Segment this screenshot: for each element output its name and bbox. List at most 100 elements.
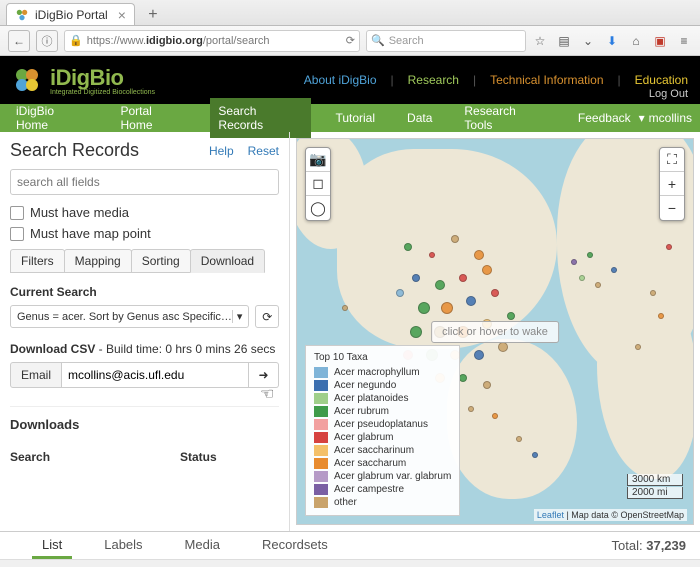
main-content: Search Records Help Reset Must have medi… [0,132,700,531]
legend-swatch [314,484,328,495]
filter-tab[interactable]: Sorting [131,249,191,273]
search-all-input[interactable] [10,169,279,195]
rect-tool-icon[interactable]: ◻ [306,172,330,196]
result-tabs: List Labels Media Recordsets [32,533,338,559]
menu-icon[interactable]: ≡ [676,33,692,49]
media-checkbox[interactable] [10,206,24,220]
zoom-in-button[interactable]: + [660,172,684,196]
url-host: idigbio.org [146,35,203,47]
attrib-rest: | Map data © OpenStreetMap [564,510,684,520]
address-bar[interactable]: 🔒 https://www.idigbio.org/portal/search … [64,30,360,52]
legend-label: Acer macrophyllum [334,366,420,379]
download-arrow-icon: ➜ [258,368,268,382]
mappoint-checkbox[interactable] [10,227,24,241]
result-tab[interactable]: Media [175,533,230,559]
zoom-out-button[interactable]: − [660,196,684,220]
map-wake-overlay[interactable]: click or hover to wake [431,321,559,343]
map-dot [491,289,499,297]
fullscreen-icon[interactable]: ⛶ [660,148,684,172]
current-search-value: Genus = acer. Sort by Genus asc Specific… [17,311,232,323]
pocket-icon[interactable]: ⌄ [580,33,596,49]
current-search-select[interactable]: Genus = acer. Sort by Genus asc Specific… [10,305,249,328]
map-dot [474,250,484,260]
scroll-hint [0,559,700,567]
legend-row: Acer glabrum [314,431,451,444]
total-count: Total: 37,239 [612,538,686,553]
leaflet-link[interactable]: Leaflet [537,510,564,520]
result-tab[interactable]: Recordsets [252,533,338,559]
camera-icon[interactable]: 📷 [306,148,330,172]
back-button[interactable]: ← [8,30,30,52]
filter-tab[interactable]: Mapping [64,249,132,273]
nav-edu[interactable]: Education [635,73,688,87]
map-dot [507,312,515,320]
legend-label: other [334,496,357,509]
circle-tool-icon[interactable]: ◯ [306,196,330,220]
filter-tab[interactable]: Filters [10,249,65,273]
download-submit-button[interactable]: ➜ [249,362,279,388]
email-label: Email [10,362,62,388]
legend-row: other [314,496,451,509]
brand-logo-icon [12,65,42,95]
map-dot [482,265,492,275]
map-dot [666,244,672,250]
scale-km: 3000 km [627,474,683,486]
result-tab[interactable]: List [32,533,72,559]
home-icon[interactable]: ⌂ [628,33,644,49]
reload-icon[interactable]: ⟳ [346,34,355,47]
map-dot [579,275,585,281]
left-panel: Search Records Help Reset Must have medi… [0,132,290,531]
map-dot [418,302,430,314]
download-csv-row: Download CSV - Build time: 0 hrs 0 mins … [10,342,279,356]
map-dot [658,313,664,319]
legend-label: Acer glabrum [334,431,393,444]
map[interactable]: 📷 ◻ ◯ ⛶ + − click or hover to wake Top 1… [296,138,694,525]
site-topbar: iDigBio Integrated Digitized Biocollecti… [0,56,700,104]
current-search-label: Current Search [10,285,279,299]
download-icon[interactable]: ⬇ [604,33,620,49]
map-dot [451,235,459,243]
legend-label: Acer glabrum var. glabrum [334,470,451,483]
info-button[interactable]: ⓘ [36,30,58,52]
new-tab-button[interactable]: + [141,5,165,25]
reset-link[interactable]: Reset [248,144,279,158]
nav-about[interactable]: About iDigBio [304,73,377,87]
browser-search[interactable]: 🔍 Search [366,30,526,52]
green-nav-item[interactable]: Feedback [570,105,639,131]
user-menu[interactable]: ▾ mcollins [639,111,692,125]
downloads- table-header: Search Status [10,450,279,464]
nav-research[interactable]: Research [408,73,459,87]
map-dot [466,296,476,306]
map-legend: Top 10 Taxa Acer macrophyllumAcer negund… [305,345,460,516]
tab-close-icon[interactable]: × [118,7,126,23]
logout-link[interactable]: Log Out [649,88,688,100]
result-tab[interactable]: Labels [94,533,152,559]
refresh-search-button[interactable]: ⟳ [255,305,279,328]
map-dot [571,259,577,265]
legend-title: Top 10 Taxa [314,352,451,363]
legend-label: Acer negundo [334,379,396,392]
tab-title: iDigBio Portal [35,8,108,22]
star-icon[interactable]: ☆ [532,33,548,49]
filter-tab[interactable]: Download [190,249,265,273]
total-value: 37,239 [646,538,686,553]
col-status: Status [180,450,217,464]
legend-row: Acer macrophyllum [314,366,451,379]
help-link[interactable]: Help [209,144,234,158]
map-dot [459,374,467,382]
green-nav-item[interactable]: Tutorial [327,105,383,131]
map-dot [441,302,453,314]
legend-row: Acer saccharinum [314,444,451,457]
map-dot [532,452,538,458]
email-input[interactable] [62,362,249,388]
legend-label: Acer saccharinum [334,444,414,457]
nav-tech[interactable]: Technical Information [490,73,603,87]
browser-tab[interactable]: iDigBio Portal × [6,3,135,25]
map-dot [595,282,601,288]
green-nav-item[interactable]: Data [399,105,440,131]
username: mcollins [649,111,692,125]
url-suffix: /portal/search [203,35,270,47]
shield-icon[interactable]: ▣ [652,33,668,49]
bookmark-icon[interactable]: ▤ [556,33,572,49]
brand[interactable]: iDigBio Integrated Digitized Biocollecti… [12,65,155,96]
